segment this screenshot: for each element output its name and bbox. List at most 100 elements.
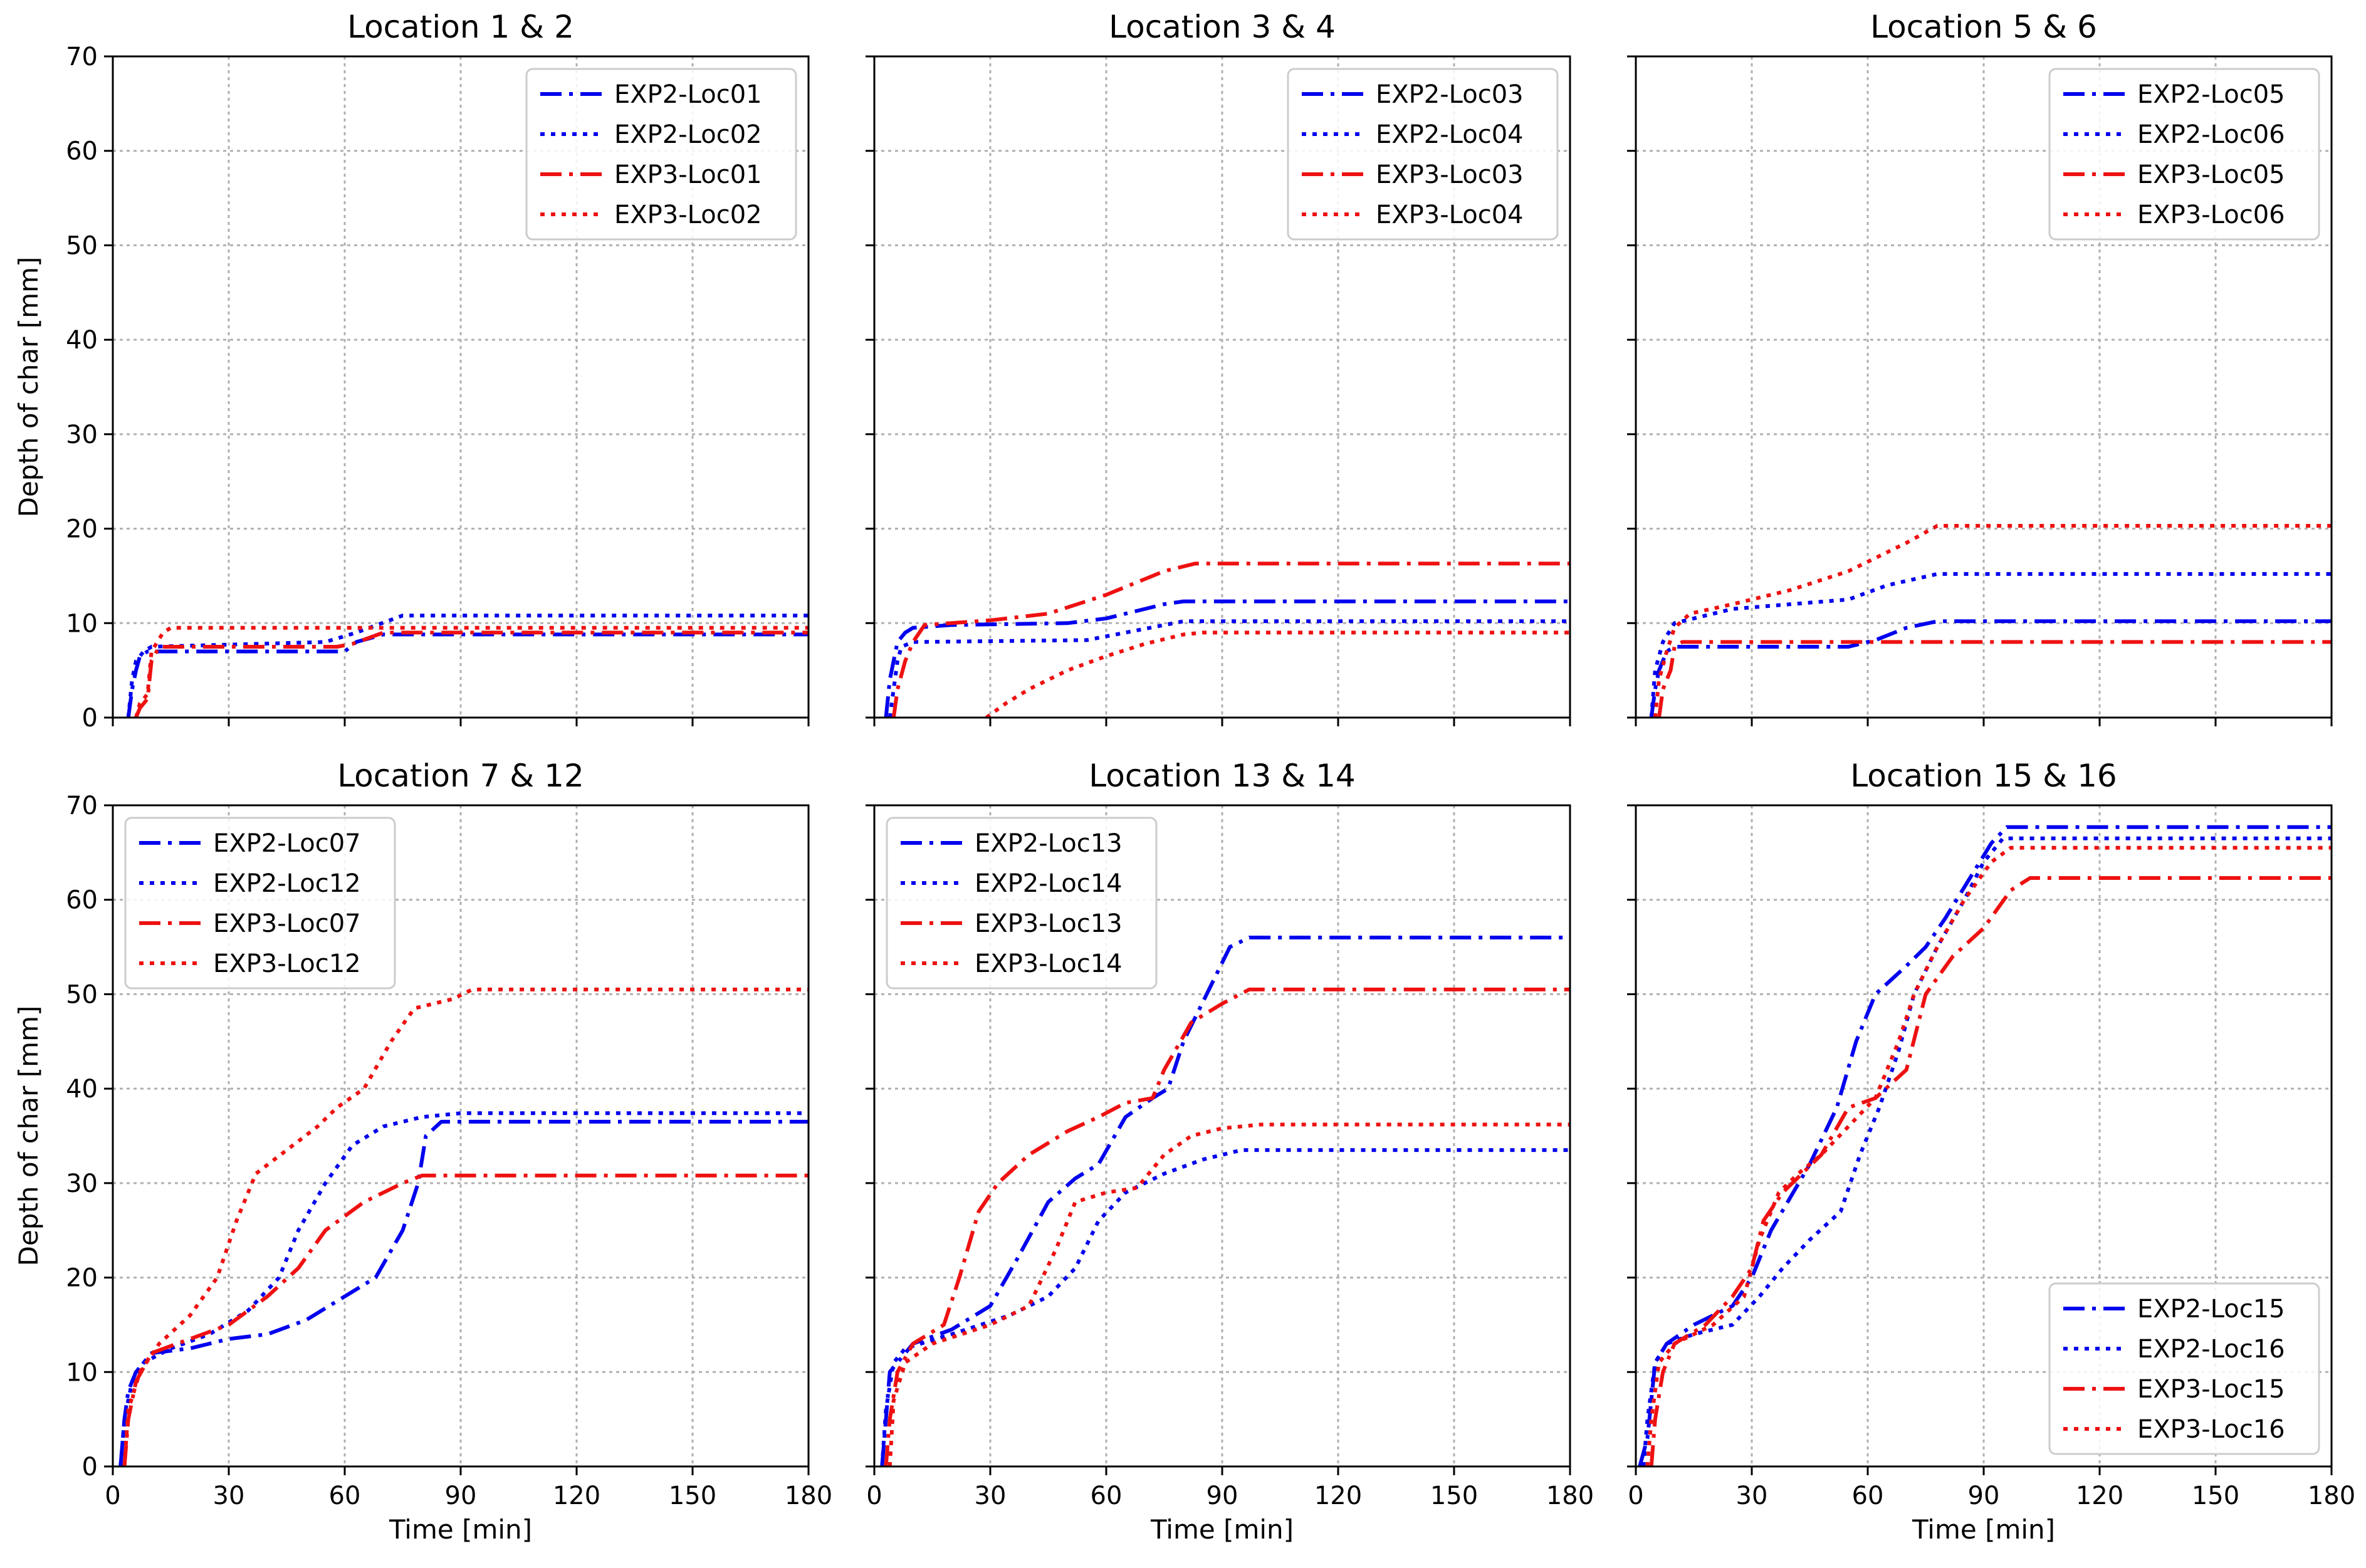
legend-box [2048,68,2320,241]
legend-entry: EXP3-Loc16 [2137,1415,2285,1444]
legend-entry: EXP3-Loc12 [213,949,361,978]
chart-panel-1: 0 10 20 30 40 50 60 70 Location 1 & 2 Depth of ch… [13,9,810,733]
series-line-exp2-loc01 [126,632,809,718]
y-tick-label: 30 [66,1169,98,1198]
legend: EXP2-Loc07 EXP2-Loc12 EXP3-Loc07 EXP3-Loc12 [124,817,396,990]
legend-box [124,817,396,990]
y-tick-label: 50 [66,980,98,1009]
y-axis-label: Depth of char [mm] [13,1006,44,1267]
x-tick-label: 30 [213,1482,245,1510]
legend-entry: EXP3-Loc02 [614,201,762,229]
legend-entry: EXP2-Loc16 [2137,1335,2285,1364]
legend-entry: EXP2-Loc05 [2137,80,2285,109]
x-tick-label: 0 [105,1482,120,1510]
x-tick-label: 180 [1546,1482,1594,1510]
legend-entry: EXP2-Loc06 [2137,120,2285,149]
series-line-exp2-loc04 [887,619,1570,718]
y-tick-label: 40 [66,326,98,355]
series-line-exp2-loc12 [118,1111,809,1467]
x-tick-label: 30 [1736,1482,1768,1510]
x-tick-label: 150 [2192,1482,2239,1510]
legend-entry: EXP2-Loc15 [2137,1295,2285,1324]
series-line-exp2-loc05 [1649,619,2332,718]
series-line-exp3-loc16 [1645,845,2332,1467]
chart-title: Location 1 & 2 [347,9,574,45]
legend-entry: EXP3-Loc01 [614,160,762,189]
y-tick-label: 50 [66,231,98,260]
legend-entry: EXP2-Loc14 [975,869,1123,898]
legend-entry: EXP2-Loc12 [213,869,361,898]
series-line-exp2-loc02 [126,614,809,718]
x-tick-label: 120 [553,1482,600,1510]
x-tick-label: 0 [1628,1482,1643,1510]
legend: EXP2-Loc05 EXP2-Loc06 EXP3-Loc05 EXP3-Loc06 [2048,68,2320,241]
legend-entry: EXP3-Loc13 [975,909,1123,938]
plot-frame [1635,804,2333,1468]
x-tick-label: 180 [2308,1482,2355,1510]
x-tick-label: 90 [1968,1482,2000,1510]
series-line-exp2-loc07 [118,1119,809,1467]
x-axis-label: Time [min] [1912,1514,2055,1545]
legend-box [2048,1282,2320,1455]
plot-frame [873,804,1571,1468]
legend-box [1287,68,1559,241]
chart-title: Location 15 & 16 [1850,758,2117,794]
legend-entry: EXP2-Loc07 [213,829,361,858]
y-tick-label: 70 [66,792,98,820]
series-line-exp2-loc15 [1638,825,2332,1467]
legend-entry: EXP2-Loc03 [1376,80,1524,109]
y-tick-label: 20 [66,515,98,544]
x-axis-label: Time [min] [1150,1514,1294,1545]
y-tick-label: 10 [66,1358,98,1387]
legend-entry: EXP2-Loc02 [614,120,762,149]
series-line-exp2-loc16 [1641,836,2332,1467]
y-tick-label: 0 [82,1453,98,1482]
chart-panel-3: Location 5 & 6 EXP2-Loc05 EXP2-Loc06 EXP3-L… [1627,9,2333,726]
series-line-exp2-loc14 [880,1148,1570,1467]
series-line-exp3-loc06 [1653,524,2332,718]
chart-panel-4: 0 30 60 90 120 150 180 0 10 20 30 40 50 60 70 Location … [13,758,832,1545]
series-line-exp3-loc01 [134,630,809,719]
y-tick-label: 70 [66,43,98,71]
legend: EXP2-Loc03 EXP2-Loc04 EXP3-Loc03 EXP3-Loc04 [1287,68,1559,241]
x-tick-label: 90 [445,1482,477,1510]
series-line-exp3-loc05 [1657,640,2332,718]
y-tick-label: 30 [66,421,98,449]
legend: EXP2-Loc13 EXP2-Loc14 EXP3-Loc13 EXP3-Loc14 [886,817,1158,990]
legend-entry: EXP3-Loc05 [2137,160,2285,189]
legend-entry: EXP3-Loc04 [1376,201,1524,229]
chart-panel-5: 0 30 60 90 120 150 180 Location 13 & 14 Time [mi… [866,758,1594,1545]
legend-entry: EXP2-Loc01 [614,80,762,109]
series-line-exp3-loc13 [884,987,1570,1467]
legend: EXP2-Loc15 EXP2-Loc16 EXP3-Loc15 EXP3-Loc16 [2048,1282,2320,1455]
chart-panel-6: 0 30 60 90 120 150 180 Location 15 & 16 Time [mi… [1627,758,2355,1545]
x-tick-label: 150 [1430,1482,1478,1510]
x-tick-label: 120 [1314,1482,1362,1510]
x-tick-label: 0 [866,1482,882,1510]
y-tick-label: 60 [66,137,98,166]
chart-title: Location 13 & 14 [1089,758,1355,794]
chart-title: Location 5 & 6 [1870,9,2097,45]
legend-entry: EXP3-Loc06 [2137,201,2285,229]
legend-box [886,817,1158,990]
plot-frame [1635,55,2333,719]
series-line-exp2-loc06 [1649,572,2332,718]
y-tick-label: 20 [66,1264,98,1293]
y-axis-label: Depth of char [mm] [13,257,44,518]
series-line-exp3-loc02 [134,625,809,718]
series-line-exp2-loc03 [884,599,1570,718]
legend-entry: EXP3-Loc07 [213,909,361,938]
plot-frame [873,55,1571,719]
series-line-exp3-loc03 [891,562,1570,718]
x-tick-label: 180 [785,1482,832,1510]
series-line-exp3-loc07 [122,1173,809,1467]
legend-entry: EXP3-Loc14 [975,949,1123,978]
x-tick-label: 60 [1091,1482,1123,1510]
x-tick-label: 90 [1207,1482,1238,1510]
y-tick-label: 60 [66,886,98,915]
series-line-exp3-loc12 [122,987,809,1467]
y-tick-label: 10 [66,609,98,638]
legend-entry: EXP2-Loc04 [1376,120,1524,149]
x-tick-label: 60 [1852,1482,1884,1510]
x-tick-label: 120 [2076,1482,2123,1510]
